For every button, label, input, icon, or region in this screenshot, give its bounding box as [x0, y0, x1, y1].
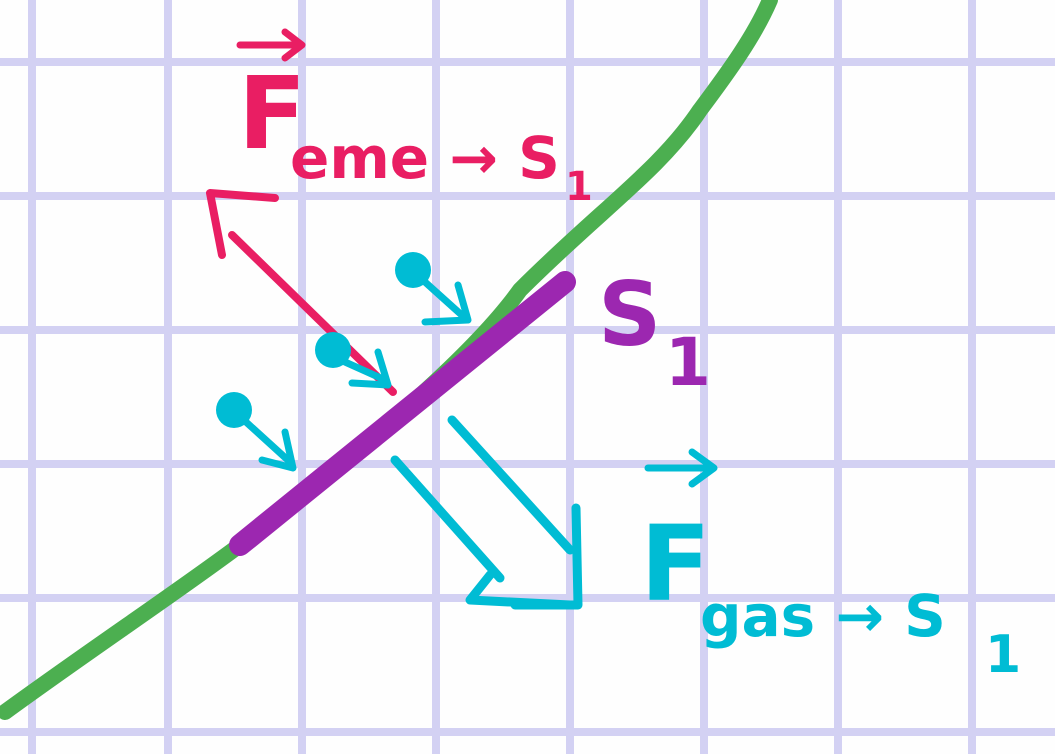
- fem-label-subscript: eme → S: [290, 124, 560, 192]
- gas-particle-1: [395, 252, 472, 326]
- particle-arrow-head: [421, 281, 472, 326]
- fem-label-base: F: [238, 55, 306, 172]
- gas-particle-3: [216, 392, 297, 472]
- gas-force-arrow-2: [447, 415, 583, 610]
- particle-arrow-shaft: [242, 418, 294, 466]
- particle-arrow-head: [258, 428, 297, 472]
- particle-arrow-shaft: [421, 278, 469, 322]
- fem-vector-arrow: [236, 28, 306, 62]
- fem-label-index: 1: [565, 164, 593, 210]
- gas-force-arrow-1: [390, 455, 575, 610]
- gas-vector-arrow: [644, 448, 718, 488]
- fem-arrow-shaft: [228, 231, 397, 396]
- gas-label-subscript: gas → S: [700, 582, 946, 650]
- surface-label: S 1: [598, 263, 711, 401]
- surface-label-index: 1: [665, 324, 711, 401]
- gas-label-index: 1: [985, 625, 1021, 685]
- gas-label-base: F: [640, 503, 711, 625]
- gas-particle-dot: [315, 332, 351, 368]
- surface-s1-segment: [229, 271, 576, 556]
- particle-arrow-head: [348, 348, 392, 389]
- gas-arrow-shaft: [447, 415, 575, 555]
- fem-label: F eme → S 1: [236, 28, 593, 210]
- particle-arrow-shaft: [341, 358, 389, 384]
- surface-label-base: S: [598, 263, 661, 366]
- gas-arrow-head: [510, 503, 583, 610]
- gas-particle-dot: [395, 252, 431, 288]
- gas-arrow-shaft: [390, 455, 505, 583]
- gas-particle-dot: [216, 392, 252, 428]
- gas-particle-2: [315, 332, 392, 389]
- green-boundary-curve: [0, 0, 778, 720]
- fem-force-arrow: [206, 189, 397, 396]
- fem-arrow-head: [206, 189, 279, 259]
- gas-label: F gas → S 1: [640, 448, 1021, 685]
